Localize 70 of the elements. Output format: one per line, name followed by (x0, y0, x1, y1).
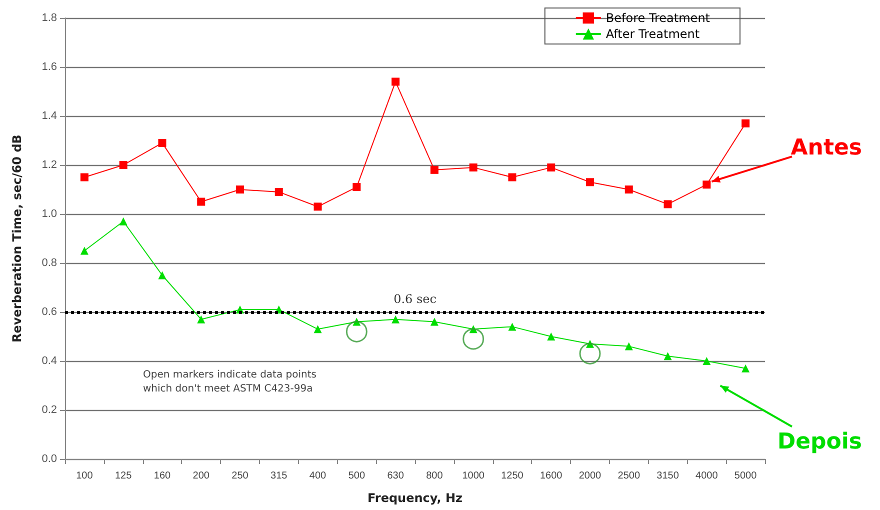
point (274, 188, 283, 196)
point (352, 183, 361, 192)
y-tick-label: 0.8 (42, 257, 57, 269)
point (664, 200, 672, 208)
point (624, 186, 633, 194)
point (314, 325, 322, 334)
point (236, 186, 244, 194)
x-tick-label: 5000 (734, 470, 758, 482)
point (508, 322, 516, 331)
point (158, 271, 166, 280)
y-axis-title: Reverberation Time, sec/60 dB (10, 134, 24, 342)
x-tick-label: 250 (232, 470, 249, 482)
x-tick-label: 400 (309, 470, 327, 482)
x-tick-label: 160 (154, 470, 171, 482)
x-tick-label: 3150 (656, 470, 680, 482)
point (702, 180, 711, 189)
y-tick-label: 1.0 (42, 208, 57, 220)
point (119, 161, 128, 169)
x-tick-label: 1250 (501, 470, 524, 482)
point (197, 315, 206, 324)
ref-line-label: 0.6 sec (394, 292, 437, 306)
point (508, 173, 516, 182)
y-tick-label: 1.4 (42, 110, 57, 122)
x-tick-label: 2500 (618, 470, 640, 482)
point (158, 138, 166, 147)
text: Depois (777, 430, 862, 455)
x-tick-label: 630 (387, 470, 404, 482)
x-tick-label: 1600 (540, 470, 563, 482)
x-tick-label: 315 (270, 470, 288, 482)
x-tick-label: 4000 (696, 470, 718, 482)
point (430, 318, 438, 326)
point (586, 178, 594, 186)
x-tick-label: 800 (426, 470, 444, 482)
x-tick-label: 2000 (578, 470, 602, 482)
annotation: Antes (790, 136, 862, 161)
x-tick-label: 125 (114, 470, 132, 482)
point (702, 357, 711, 365)
y-tick-label: 0.4 (42, 355, 57, 367)
point (392, 78, 400, 86)
point (469, 163, 478, 172)
point (547, 163, 556, 172)
point (742, 364, 750, 372)
point (346, 320, 368, 342)
x-axis-title: Frequency, Hz (367, 491, 463, 505)
y-tick-label: 1.2 (42, 159, 57, 171)
point (547, 332, 556, 340)
point (314, 202, 322, 211)
x-tick-label: 200 (192, 470, 210, 482)
point (119, 217, 128, 226)
point (624, 342, 633, 350)
x-tick-label: 100 (76, 470, 94, 482)
x-tick-label: 1000 (462, 470, 485, 482)
y-tick-label: 1.6 (42, 61, 57, 73)
point (80, 246, 88, 255)
point (197, 198, 206, 206)
x-tick-label: 500 (348, 470, 366, 482)
y-tick-label: 0.2 (42, 404, 57, 416)
point (430, 166, 438, 174)
point (80, 173, 88, 182)
legend-label: After Treatment (606, 27, 700, 41)
annotation: Open markers indicate data points which don't meet ASTM C423-99a (143, 370, 316, 394)
y-tick-label: 1.8 (42, 12, 57, 24)
point (392, 315, 400, 324)
point (664, 352, 672, 360)
point (742, 119, 750, 128)
y-tick-label: 0.6 (42, 306, 57, 318)
point (462, 328, 484, 350)
point (579, 342, 601, 364)
legend-label: Before Treatment (606, 11, 710, 25)
y-tick-label: 0.0 (42, 453, 57, 465)
